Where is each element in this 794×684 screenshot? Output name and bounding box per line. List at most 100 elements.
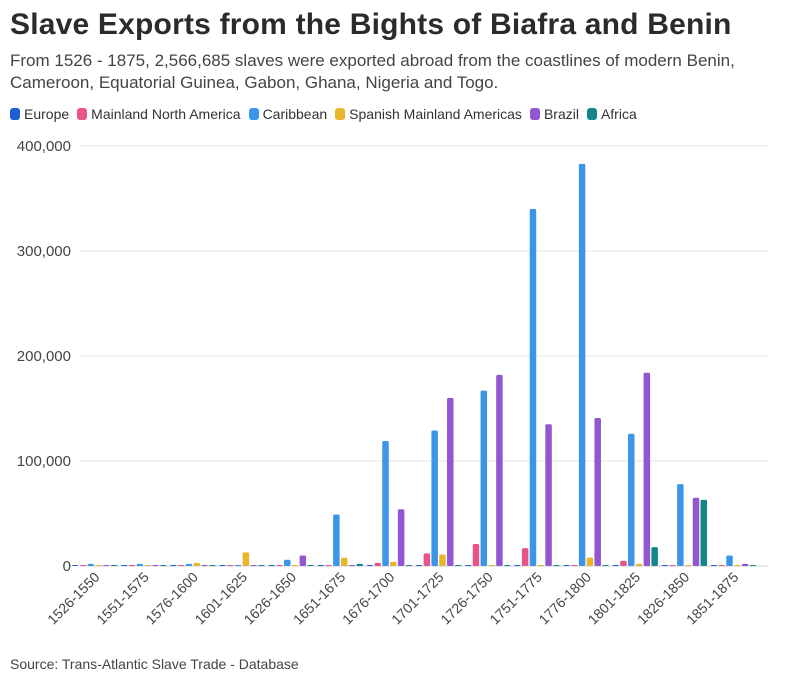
- x-tick-label: 1851-1875: [683, 569, 742, 628]
- bar: [710, 565, 718, 566]
- x-tick-label: 1651-1675: [290, 569, 349, 628]
- bar: [496, 374, 503, 566]
- bar: [635, 563, 643, 566]
- bar: [521, 548, 529, 566]
- bar: [325, 565, 332, 566]
- legend-label: Africa: [600, 106, 637, 122]
- y-tick-label: 100,000: [17, 453, 71, 470]
- legend-label: Spanish Mainland Americas: [349, 106, 522, 122]
- bar: [185, 563, 193, 566]
- bar: [586, 557, 594, 566]
- bar-chart: 0100,000200,000300,000400,0001526-155015…: [17, 138, 768, 628]
- bar: [144, 564, 151, 566]
- bar: [405, 565, 413, 566]
- bar: [651, 547, 658, 566]
- bar: [726, 555, 733, 566]
- x-tick-label: 1776-1800: [535, 569, 594, 628]
- legend-swatch: [529, 108, 540, 120]
- bar: [734, 565, 741, 566]
- bar: [219, 565, 226, 566]
- legend-swatch: [586, 108, 597, 120]
- bar: [594, 417, 601, 566]
- legend-item[interactable]: Europe: [10, 106, 69, 122]
- x-tick-label: 1601-1625: [191, 569, 250, 628]
- bar: [692, 497, 700, 566]
- bar: [545, 424, 552, 566]
- bar: [209, 565, 216, 566]
- bar: [242, 552, 250, 566]
- source-note: Source: Trans-Atlantic Slave Trade - Dat…: [10, 656, 299, 672]
- bar: [677, 484, 684, 566]
- bar: [627, 433, 635, 566]
- bar: [454, 565, 462, 566]
- bar: [201, 565, 208, 566]
- bar: [193, 562, 201, 566]
- bar: [684, 565, 692, 566]
- bar: [307, 565, 314, 566]
- bar: [563, 565, 570, 566]
- bar: [283, 559, 291, 566]
- bar: [431, 430, 438, 566]
- legend-item[interactable]: Spanish Mainland Americas: [335, 106, 522, 122]
- bar: [177, 565, 185, 566]
- bar: [423, 553, 431, 566]
- x-tick-label: 1701-1725: [388, 569, 447, 628]
- bar: [488, 565, 495, 566]
- bar: [71, 565, 79, 566]
- bar: [291, 564, 299, 566]
- legend-label: Mainland North America: [91, 106, 241, 122]
- bar: [390, 561, 397, 566]
- bar: [366, 565, 374, 566]
- x-tick-label: 1551-1575: [93, 569, 152, 628]
- bar: [620, 560, 627, 566]
- bar: [128, 565, 136, 566]
- bar: [578, 163, 586, 566]
- bar: [397, 509, 405, 566]
- bar: [480, 390, 488, 566]
- legend-label: Caribbean: [262, 106, 328, 122]
- bar: [340, 557, 348, 566]
- bar: [268, 565, 275, 566]
- legend-swatch: [335, 108, 346, 120]
- bar: [317, 565, 325, 566]
- x-tick-label: 1751-1775: [486, 569, 545, 628]
- x-tick-label: 1826-1850: [634, 569, 693, 628]
- bar: [439, 554, 446, 566]
- bar: [170, 565, 177, 566]
- bar: [103, 565, 110, 566]
- y-tick-label: 0: [63, 558, 71, 575]
- bar: [612, 565, 619, 566]
- bar: [120, 565, 128, 566]
- chart-legend: Europe Mainland North America Caribbean Spa…: [10, 106, 645, 122]
- bar: [374, 562, 381, 566]
- bar: [152, 565, 159, 566]
- y-tick-label: 200,000: [17, 348, 71, 365]
- legend-item[interactable]: Mainland North America: [77, 106, 241, 122]
- bar: [749, 564, 757, 566]
- legend-swatch: [10, 108, 20, 120]
- bar: [553, 564, 560, 566]
- bar: [602, 565, 609, 566]
- bar: [87, 563, 94, 566]
- legend-item[interactable]: Africa: [586, 106, 637, 122]
- x-tick-label: 1801-1825: [585, 569, 644, 628]
- bar: [299, 555, 307, 566]
- bar: [643, 372, 651, 566]
- bar: [741, 563, 749, 566]
- bar: [661, 565, 669, 566]
- bar: [472, 543, 480, 566]
- y-tick-label: 300,000: [17, 243, 71, 260]
- x-tick-label: 1526-1550: [44, 569, 103, 628]
- x-tick-label: 1626-1650: [241, 569, 300, 628]
- bar: [159, 565, 167, 566]
- legend-item[interactable]: Brazil: [529, 106, 579, 122]
- bar: [447, 398, 454, 566]
- bar: [227, 565, 234, 566]
- chart-title: Slave Exports from the Bights of Biafra …: [10, 8, 732, 41]
- legend-item[interactable]: Caribbean: [248, 106, 328, 122]
- bar: [415, 565, 423, 566]
- bar: [136, 563, 144, 566]
- chart-subtitle: From 1526 - 1875, 2,566,685 slaves were …: [10, 51, 735, 92]
- bar: [95, 564, 102, 566]
- bar: [250, 565, 257, 566]
